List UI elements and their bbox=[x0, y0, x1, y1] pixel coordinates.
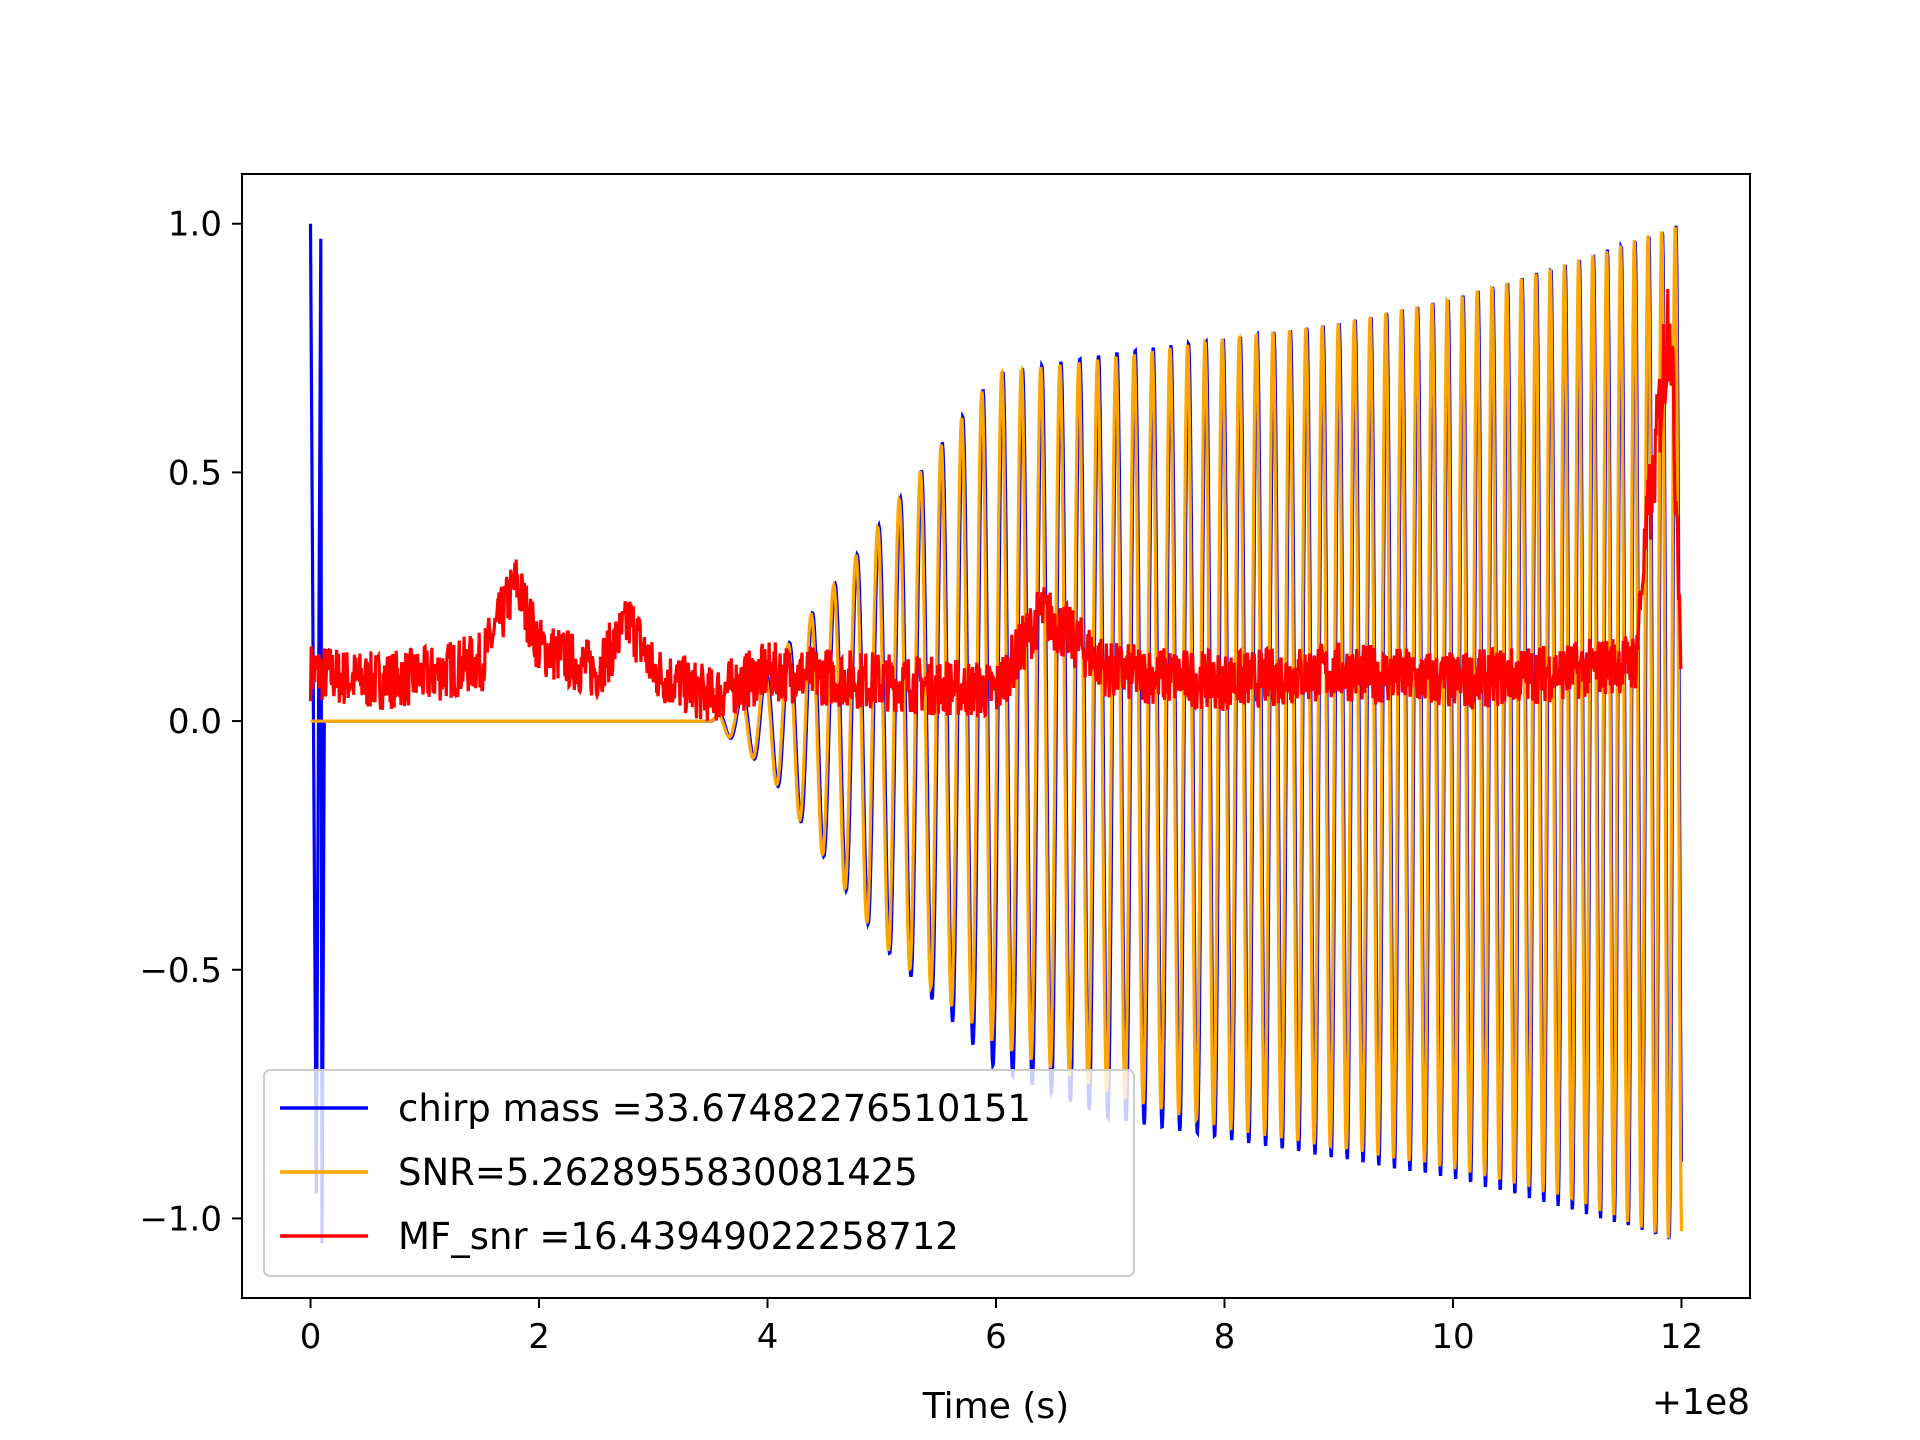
series-layer bbox=[308, 223, 1684, 1244]
series-line-mf-snr bbox=[308, 288, 1683, 722]
x-tick-label: 10 bbox=[1431, 1317, 1474, 1357]
x-tick-label: 0 bbox=[300, 1317, 322, 1357]
y-tick-label: −1.0 bbox=[139, 1199, 222, 1239]
legend-label: MF_snr =16.43949022258712 bbox=[398, 1215, 959, 1258]
x-axis-offset-label: +1e8 bbox=[1652, 1382, 1750, 1423]
x-tick-label: 6 bbox=[985, 1317, 1007, 1357]
legend-box bbox=[263, 1069, 1135, 1277]
series-line-snr bbox=[310, 226, 1684, 1240]
y-axis: −1.0 −0.5 0.0 0.5 1.0 bbox=[139, 205, 242, 1239]
x-axis: 0 2 4 6 8 10 12 bbox=[300, 1298, 1703, 1357]
y-tick-label: 0.5 bbox=[168, 453, 222, 493]
y-tick-label: 1.0 bbox=[168, 205, 222, 245]
x-axis-label: Time (s) bbox=[922, 1386, 1069, 1427]
legend-label: chirp mass =33.67482276510151 bbox=[398, 1087, 1031, 1130]
legend-label: SNR=5.2628955830081425 bbox=[398, 1151, 918, 1194]
x-tick-label: 8 bbox=[1214, 1317, 1236, 1357]
y-tick-label: 0.0 bbox=[168, 702, 222, 742]
x-tick-label: 2 bbox=[528, 1317, 550, 1357]
x-tick-label: 4 bbox=[757, 1317, 779, 1357]
legend: chirp mass =33.67482276510151 SNR=5.26289… bbox=[263, 1069, 1135, 1277]
x-tick-label: 12 bbox=[1660, 1317, 1703, 1357]
y-tick-label: −0.5 bbox=[139, 951, 222, 991]
